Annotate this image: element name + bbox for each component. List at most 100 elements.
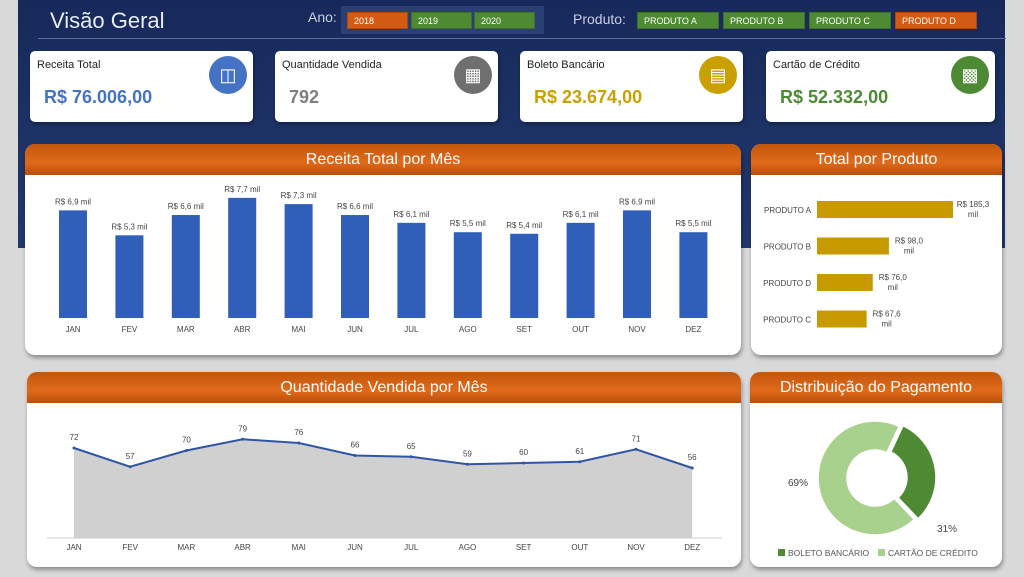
bar-ago	[453, 232, 482, 318]
x-tick-label: SET	[516, 325, 532, 334]
legend-label-cartao: CARTÃO DE CRÉDITO	[888, 548, 978, 558]
panel-pagamento: Distribuição do Pagamento 31% 69% BOLETO B…	[750, 372, 1002, 567]
year-2018-button[interactable]: 2018	[347, 12, 408, 29]
point-data-label: 61	[575, 447, 584, 456]
bar-data-label: R$ 7,3 mil	[281, 191, 317, 200]
bar-data-label-unit: mil	[904, 247, 914, 256]
y-tick-label: PRODUTO A	[764, 206, 812, 215]
kpi-value: R$ 52.332,00	[780, 87, 889, 107]
x-tick-label: JUL	[404, 543, 419, 552]
point-data-label: 72	[70, 433, 79, 442]
bar-mai	[284, 204, 313, 318]
bar-data-label: R$ 5,4 mil	[506, 221, 542, 230]
x-tick-label: FEV	[122, 543, 138, 552]
product-c-button[interactable]: PRODUTO C	[809, 12, 891, 29]
point-data-label: 79	[238, 424, 247, 433]
product-a-button[interactable]: PRODUTO A	[637, 12, 719, 29]
x-tick-label: MAI	[291, 325, 305, 334]
kpi-value: R$ 76.006,00	[44, 87, 153, 107]
credit-card-icon: ▩	[951, 56, 989, 94]
year-2020-button[interactable]: 2020	[474, 12, 535, 29]
kpi-receita-total: Receita Total R$ 76.006,00 ◫	[30, 51, 253, 122]
bar-data-label: R$ 185,3	[957, 200, 990, 209]
point-data-label: 76	[294, 428, 303, 437]
bar-data-label: R$ 6,1 mil	[393, 210, 429, 219]
kpi-title: Receita Total	[37, 59, 101, 71]
x-tick-label: SET	[516, 543, 532, 552]
bar-dez	[679, 232, 708, 318]
x-tick-label: ABR	[234, 543, 251, 552]
bar-jan	[59, 210, 87, 318]
legend-swatch-cartao	[878, 549, 885, 556]
data-point	[522, 461, 526, 465]
series-line	[73, 438, 693, 469]
x-tick-label: AGO	[459, 543, 477, 552]
x-tick-label: MAR	[177, 325, 195, 334]
product-d-button[interactable]: PRODUTO D	[895, 12, 977, 29]
panel-receita-mes: Receita Total por Mês R$ 6,9 mil JAN R$ 5,…	[25, 144, 741, 355]
page-title: Visão Geral	[50, 8, 165, 33]
data-point	[297, 441, 301, 445]
bar-data-label: R$ 6,9 mil	[619, 197, 655, 206]
bar-out	[566, 222, 595, 318]
document-icon: ▤	[699, 56, 737, 94]
receita-bar-chart: R$ 6,9 mil JAN R$ 5,3 mil FEV R$ 6,6 mil MAR R…	[55, 185, 712, 334]
year-2019-button[interactable]: 2019	[411, 12, 472, 29]
data-point	[409, 455, 413, 459]
donut-slice-cartao	[817, 420, 916, 536]
bar-product	[817, 274, 873, 291]
point-data-label: 70	[182, 436, 191, 445]
kpi-value: R$ 23.674,00	[534, 87, 643, 107]
panel-qtd-mes: Quantidade Vendida por Mês 72 JAN 57 FEV 70 M…	[27, 372, 741, 567]
bar-fev	[115, 235, 144, 318]
point-data-label: 56	[688, 453, 697, 462]
x-tick-label: JAN	[65, 325, 80, 334]
kpi-boleto: Boleto Bancário R$ 23.674,00 ▤	[520, 51, 743, 122]
panel-title: Distribuição do Pagamento	[750, 372, 1002, 403]
x-tick-label: JUN	[347, 543, 363, 552]
data-point	[578, 460, 582, 464]
area-fill	[74, 439, 693, 538]
point-data-label: 66	[351, 441, 360, 450]
x-tick-label: JUN	[347, 325, 363, 334]
product-label: Produto:	[573, 11, 626, 27]
panel-total-produto: Total por Produto PRODUTO A R$ 185,3 mil PR…	[751, 144, 1002, 355]
point-data-label: 60	[519, 448, 528, 457]
pagamento-donut-chart: 31% 69% BOLETO BANCÁRIO CARTÃO DE CRÉDITO	[778, 420, 978, 558]
kpi-title: Quantidade Vendida	[282, 59, 382, 71]
chart-grid-icon: ▦	[454, 56, 492, 94]
bar-data-label: R$ 6,9 mil	[55, 197, 91, 206]
quantidade-area-chart: 72 JAN 57 FEV 70 MAR 79 ABR 76 MAI 66 JUN 65 JUL 59 AGO…	[47, 424, 722, 552]
x-tick-label: FEV	[122, 325, 138, 334]
bar-data-label-unit: mil	[882, 320, 892, 329]
point-data-label: 57	[126, 452, 135, 461]
data-point	[465, 462, 469, 466]
x-tick-label: DEZ	[684, 543, 700, 552]
bar-mar	[171, 215, 200, 318]
product-b-button[interactable]: PRODUTO B	[723, 12, 805, 29]
bar-data-label: R$ 67,6	[873, 310, 902, 319]
kpi-quantidade-vendida: Quantidade Vendida 792 ▦	[275, 51, 498, 122]
bar-data-label: R$ 5,3 mil	[111, 222, 147, 231]
panel-title: Receita Total por Mês	[25, 144, 741, 175]
bar-product	[817, 237, 889, 255]
donut-slice-boleto	[889, 424, 937, 520]
y-tick-label: PRODUTO B	[764, 243, 811, 252]
x-tick-label: MAR	[178, 543, 196, 552]
bar-data-label: R$ 98,0	[895, 237, 924, 246]
x-tick-label: OUT	[572, 325, 589, 334]
data-point	[241, 437, 245, 441]
bar-abr	[228, 197, 257, 318]
x-tick-label: MAI	[292, 543, 306, 552]
bar-jul	[397, 222, 426, 318]
bar-data-label: R$ 5,5 mil	[675, 219, 711, 228]
x-tick-label: AGO	[459, 325, 477, 334]
data-point	[128, 465, 132, 469]
bar-data-label: R$ 6,1 mil	[563, 210, 599, 219]
bar-data-label: R$ 5,5 mil	[450, 219, 486, 228]
x-tick-label: ABR	[234, 325, 251, 334]
x-tick-label: DEZ	[685, 325, 701, 334]
point-data-label: 71	[632, 434, 641, 443]
data-point	[634, 447, 638, 451]
